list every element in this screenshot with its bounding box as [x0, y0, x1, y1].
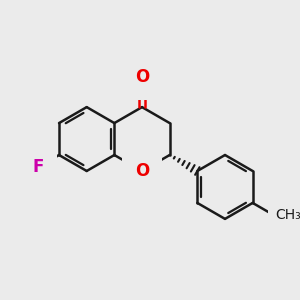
Text: F: F — [33, 158, 44, 176]
Text: CH₃: CH₃ — [275, 208, 300, 222]
Text: O: O — [135, 68, 149, 86]
Text: O: O — [135, 162, 149, 180]
